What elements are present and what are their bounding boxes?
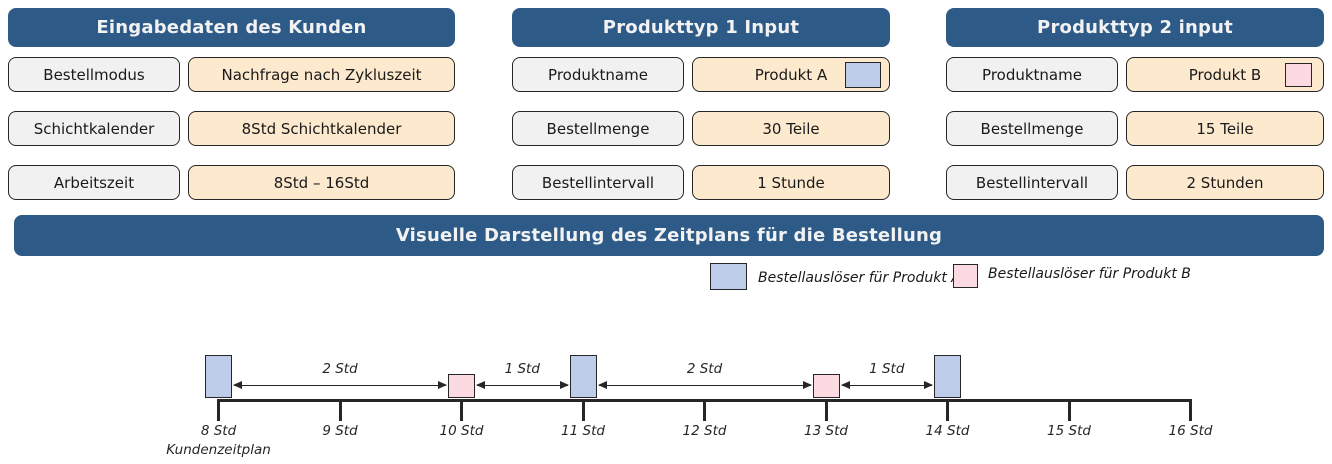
timeline-axis-caption: Kundenzeitplan [166,442,271,458]
interval-arrow [233,380,447,389]
field-label: Produktname [946,57,1118,92]
field-value: 15 Teile [1126,111,1324,146]
timeline-tick-label: 11 Std [561,423,605,439]
panel-product-2-input: Produkttyp 2 input Produktname Produkt B… [946,8,1324,219]
field-value: Produkt B [1126,57,1324,92]
panel-product-1-input: Produkttyp 1 Input Produktname Produkt A… [512,8,890,219]
interval-duration-label: 1 Std [869,361,905,377]
field-label: Bestellmenge [946,111,1118,146]
field-value: 8Std – 16Std [188,165,455,200]
field-row: Bestellintervall 1 Stunde [512,165,890,200]
timeline-tick [460,400,463,421]
arrowhead-right-icon [802,380,812,389]
field-label: Bestellmodus [8,57,180,92]
timeline-tick [703,400,706,421]
timeline-tick-label: 9 Std [322,423,358,439]
timeline-tick-label: 15 Std [1047,423,1091,439]
timeline-tick-label: 13 Std [804,423,848,439]
panel-title: Produkttyp 1 Input [512,8,890,47]
field-value: 2 Stunden [1126,165,1324,200]
panel-title: Eingabedaten des Kunden [8,8,455,47]
legend-label-product-a: Bestellauslöser für Produkt A [758,270,961,286]
field-label: Arbeitszeit [8,165,180,200]
arrowhead-right-icon [924,380,933,389]
timeline-tick [338,400,342,421]
arrowhead-right-icon [438,380,447,389]
timeline-tick [1067,400,1071,421]
field-row: Bestellmenge 15 Teile [946,111,1324,146]
timeline-tick-label: 12 Std [682,423,727,439]
field-value: 30 Teile [692,111,890,146]
legend-swatch-product-a [710,263,747,290]
interval-arrow [597,380,812,389]
timeline-tick-label: 16 Std [1168,423,1213,439]
timeline-tick-label: 10 Std [439,423,484,439]
arrowhead-left-icon [476,380,485,389]
interval-arrow [476,380,569,389]
field-row: Bestellintervall 2 Stunden [946,165,1324,200]
trigger-box-product-a [205,355,232,398]
arrowhead-right-icon [559,380,569,389]
field-value: 8Std Schichtkalender [188,111,455,146]
field-label: Bestellintervall [512,165,684,200]
interval-duration-label: 2 Std [322,361,358,377]
field-label: Bestellmenge [512,111,684,146]
timeline-tick [824,400,828,421]
arrowhead-left-icon [233,380,242,389]
legend-label-product-b: Bestellauslöser für Produkt B [988,266,1191,282]
legend-swatch-product-b [953,264,978,288]
panel-customer-input: Eingabedaten des Kunden Bestellmodus Nac… [8,8,455,219]
trigger-box-product-a [569,355,597,398]
trigger-box-product-b [448,374,475,398]
timeline-tick [581,400,585,421]
product-a-name: Produkt A [754,65,828,84]
field-row: Bestellmodus Nachfrage nach Zykluszeit [8,57,455,92]
timeline-tick [1189,400,1192,421]
field-label: Produktname [512,57,684,92]
product-b-color-swatch [1285,62,1312,87]
field-label: Schichtkalender [8,111,180,146]
trigger-box-product-a [934,355,961,398]
field-row: Arbeitszeit 8Std – 16Std [8,165,455,200]
field-row: Schichtkalender 8Std Schichtkalender [8,111,455,146]
interval-duration-label: 2 Std [686,361,723,377]
field-value: Produkt A [692,57,890,92]
timeline-tick [217,400,220,421]
interval-duration-label: 1 Std [504,361,540,377]
field-value: 1 Stunde [692,165,890,200]
timeline-tick-label: 14 Std [925,423,970,439]
field-value: Nachfrage nach Zykluszeit [188,57,455,92]
field-row: Bestellmenge 30 Teile [512,111,890,146]
field-label: Bestellintervall [946,165,1118,200]
timeline-tick [946,400,949,421]
product-a-color-swatch [845,61,881,88]
arrowhead-left-icon [840,380,850,389]
field-row: Produktname Produkt A [512,57,890,92]
trigger-box-product-b [812,374,840,398]
timeline-tick-label: 8 Std [200,423,237,439]
product-b-name: Produkt B [1188,65,1262,84]
arrowhead-left-icon [597,380,607,389]
field-row: Produktname Produkt B [946,57,1324,92]
interval-arrow [840,380,933,389]
panel-title: Produkttyp 2 input [946,8,1324,47]
timeline-banner-title: Visuelle Darstellung des Zeitplans für d… [14,215,1324,256]
